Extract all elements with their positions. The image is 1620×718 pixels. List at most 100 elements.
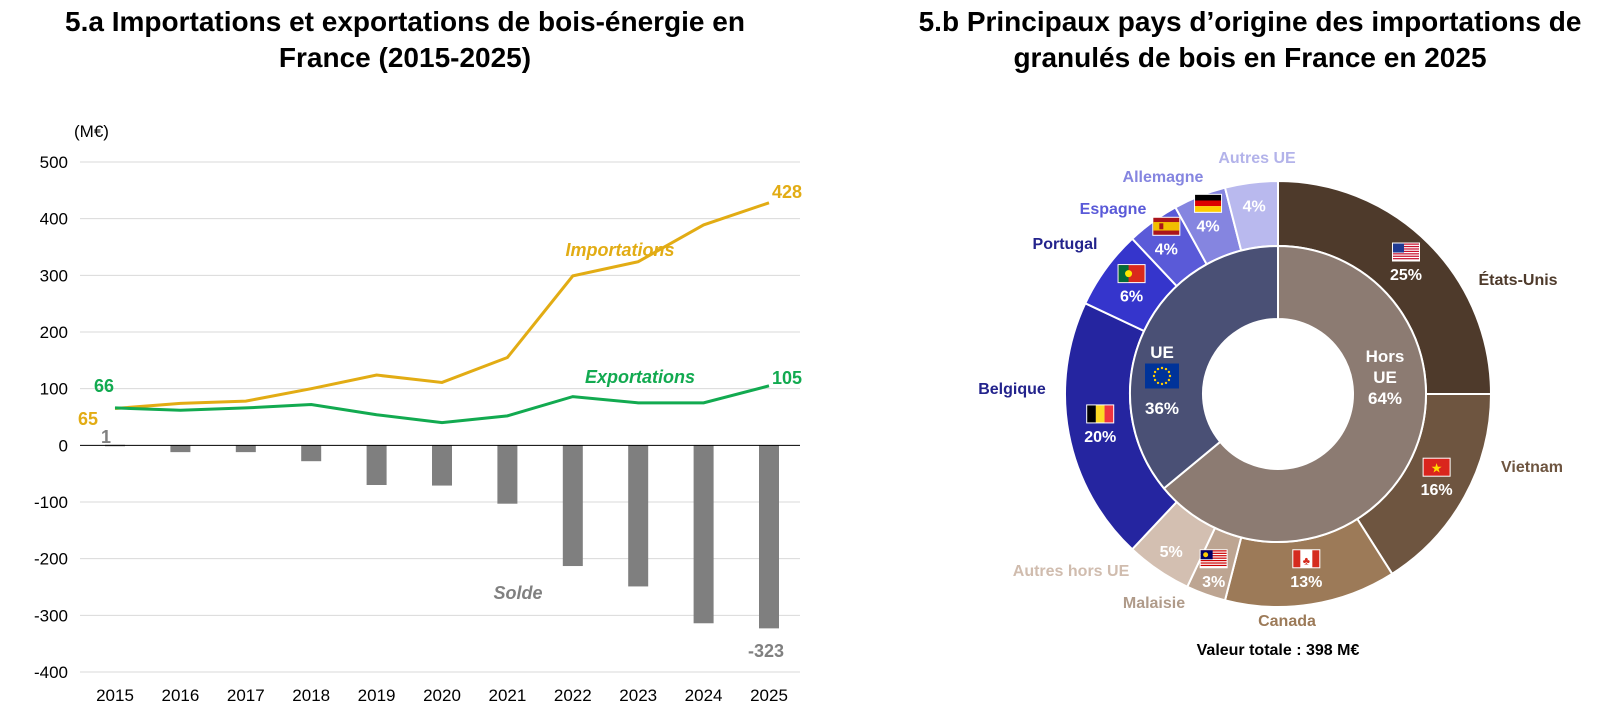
x-tick-label: 2024 xyxy=(685,686,723,705)
total-value-label: Valeur totale : 398 M€ xyxy=(1197,642,1360,659)
y-tick-label: 200 xyxy=(40,323,68,342)
solde-bar xyxy=(170,445,191,453)
flag-field xyxy=(1423,458,1450,476)
data-label-solde-last: -323 xyxy=(748,641,784,661)
slice-percent-label: 16% xyxy=(1421,482,1453,499)
x-tick-label: 2016 xyxy=(161,686,199,705)
flag-band xyxy=(1195,200,1222,207)
flag-band xyxy=(1095,405,1105,423)
slice-percent-label: 4% xyxy=(1155,241,1178,258)
slice-percent-label: 25% xyxy=(1390,267,1422,284)
x-tick-label: 2022 xyxy=(554,686,592,705)
solde-bar xyxy=(497,445,518,504)
x-tick-label: 2021 xyxy=(488,686,526,705)
y-tick-label: -300 xyxy=(34,606,68,625)
series-label-importations: Importations xyxy=(565,240,674,260)
flag-stripe xyxy=(1392,245,1419,248)
flag-band xyxy=(1312,550,1320,568)
flag-stripe xyxy=(1392,250,1419,253)
flag-stripe xyxy=(1200,559,1227,562)
unit-label: (M€) xyxy=(74,122,109,141)
flag-stripe xyxy=(1200,552,1227,554)
flag-star: ★ xyxy=(1431,461,1443,476)
flag-stripe xyxy=(1200,550,1227,552)
inner-label-ue-part: UE xyxy=(1373,368,1397,387)
flag-emblem xyxy=(1159,223,1164,230)
data-label-exp-first: 66 xyxy=(94,376,114,396)
y-tick-label: -400 xyxy=(34,663,68,682)
data-label-solde-first: 1 xyxy=(101,427,111,447)
flag-stripe xyxy=(1392,258,1419,260)
eu-flag-icon xyxy=(1145,363,1179,389)
flag-stripe xyxy=(1200,557,1227,559)
flag-emblem xyxy=(1125,270,1133,278)
x-tick-label: 2017 xyxy=(227,686,265,705)
flag-crescent xyxy=(1203,552,1209,558)
y-tick-label: -200 xyxy=(34,550,68,569)
x-tick-label: 2019 xyxy=(358,686,396,705)
flag-stripe xyxy=(1392,243,1419,245)
flag-star xyxy=(1167,378,1171,382)
slice-name-label: Espagne xyxy=(1080,201,1147,218)
slice-name-label: États-Unis xyxy=(1478,270,1557,289)
portugal-flag-icon xyxy=(1117,264,1146,284)
x-tick-label: 2018 xyxy=(292,686,330,705)
slice-name-label: Autres UE xyxy=(1218,150,1296,167)
flag-band xyxy=(1087,405,1096,423)
flag-stripe xyxy=(1392,255,1419,257)
us-flag-icon xyxy=(1391,242,1420,262)
solde-bar xyxy=(562,445,583,567)
y-tick-label: 300 xyxy=(40,266,68,285)
solde-bar xyxy=(235,445,256,453)
chart-a-title: 5.a Importations et exportations de bois… xyxy=(65,6,745,73)
y-tick-label: 500 xyxy=(40,153,68,172)
y-tick-label: 400 xyxy=(40,210,68,229)
flag-star xyxy=(1156,367,1160,371)
inner-label-hors: Hors xyxy=(1366,347,1405,366)
flag-band xyxy=(1293,550,1301,568)
x-tick-label: 2023 xyxy=(619,686,657,705)
line-bar-chart: (M€) 500 400 300 200 100 0 -100 -200 -300 -400 2015… xyxy=(34,122,802,705)
solde-bar xyxy=(301,445,322,462)
flag-band xyxy=(1195,194,1222,201)
flag-band xyxy=(1153,222,1180,231)
flag-stripe xyxy=(1392,248,1419,250)
slice-name-label: Allemagne xyxy=(1123,169,1204,186)
donut-inner-slice xyxy=(1162,244,1427,543)
belgium-flag-icon xyxy=(1086,404,1115,424)
slice-percent-label: 4% xyxy=(1196,218,1219,235)
solde-bar xyxy=(759,445,779,629)
solde-bar xyxy=(628,445,649,587)
flag-star xyxy=(1156,381,1160,385)
solde-bar xyxy=(366,445,387,485)
slice-percent-label: 20% xyxy=(1084,429,1116,446)
flag-stripe xyxy=(1392,253,1419,255)
flag-stripe xyxy=(1200,564,1227,567)
slice-name-label: Portugal xyxy=(1033,236,1098,253)
malaysia-flag-icon xyxy=(1199,549,1228,569)
flag-band xyxy=(1104,405,1114,423)
flag-star xyxy=(1164,367,1168,371)
slice-percent-label: 5% xyxy=(1160,544,1183,561)
flag-band xyxy=(1195,206,1222,212)
flag-stripe xyxy=(1200,555,1227,557)
slice-name-label: Malaisie xyxy=(1123,595,1185,612)
solde-bar xyxy=(693,445,714,624)
y-tick-label: 100 xyxy=(40,380,68,399)
slice-name-label: Belgique xyxy=(978,381,1046,398)
data-label-exp-last: 105 xyxy=(772,368,802,388)
flag-star xyxy=(1153,378,1157,382)
slice-name-label: Canada xyxy=(1258,613,1316,630)
series-label-exportations: Exportations xyxy=(585,367,695,387)
data-label-imp-first: 65 xyxy=(78,409,98,429)
spain-flag-icon xyxy=(1152,216,1181,236)
data-label-imp-last: 428 xyxy=(772,182,802,202)
inner-label-ue: UE xyxy=(1150,343,1174,362)
exportations-line xyxy=(114,384,770,425)
flag-star xyxy=(1168,374,1172,378)
chart-b-title: 5.b Principaux pays d’origine des import… xyxy=(918,6,1582,73)
slice-name-label: Autres hors UE xyxy=(1013,563,1130,580)
flag-star xyxy=(1153,370,1157,374)
donut-inner-slice xyxy=(1129,244,1279,490)
